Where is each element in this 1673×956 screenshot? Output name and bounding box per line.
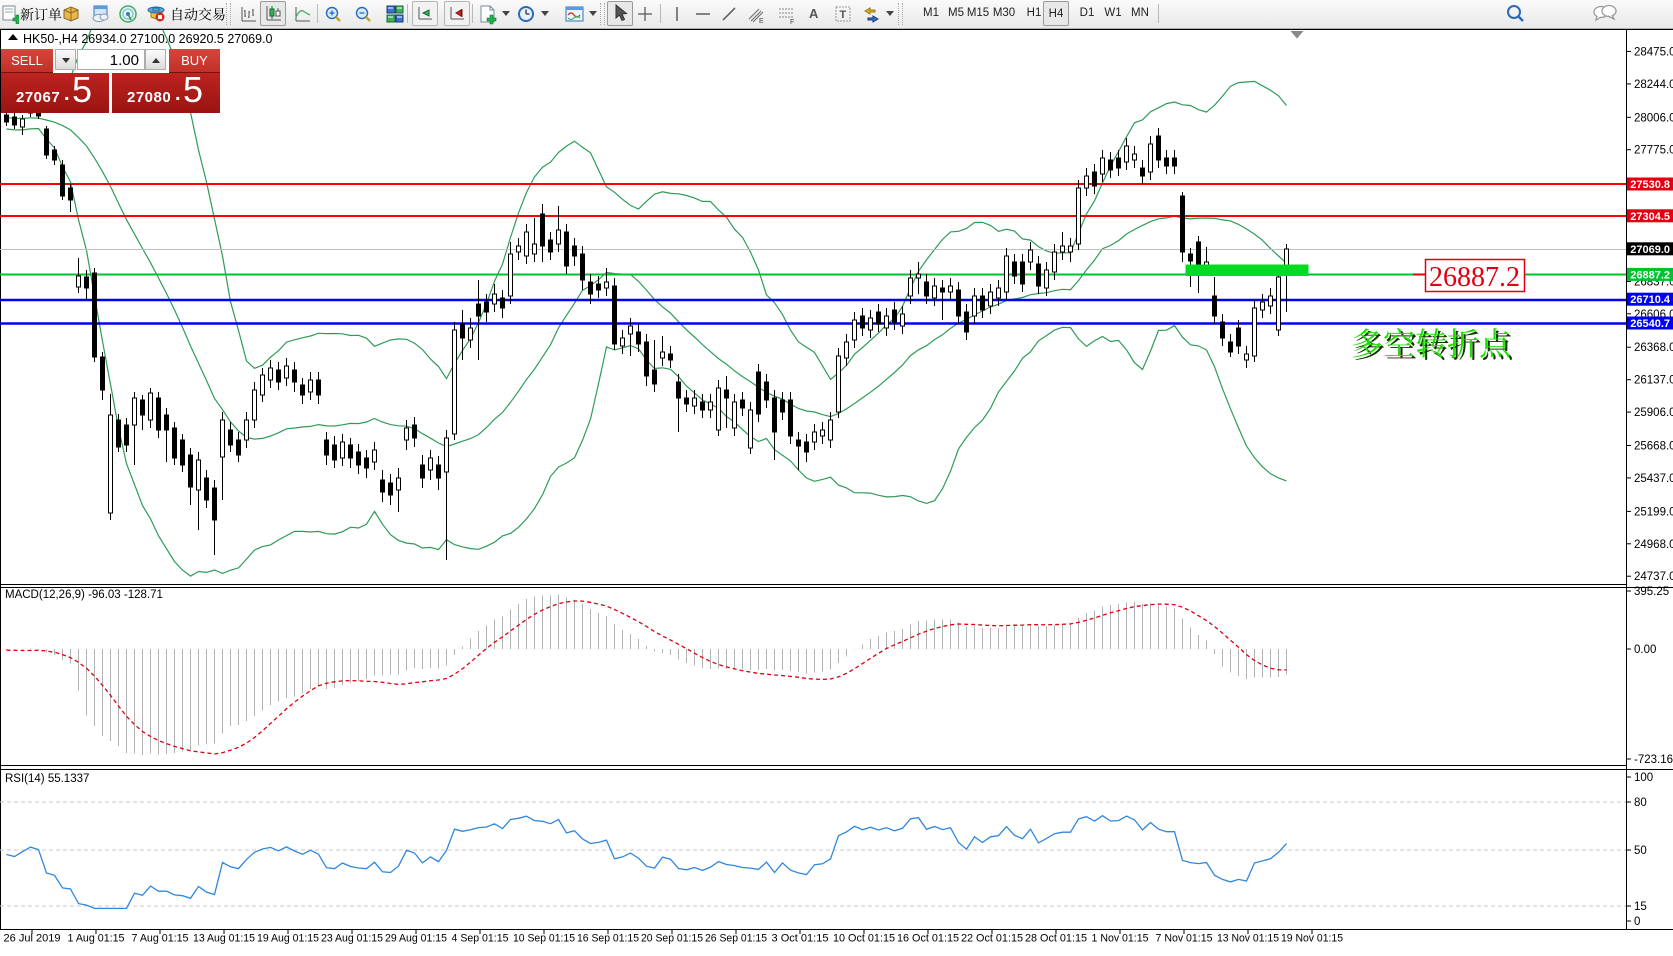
svg-text:26 Sep 01:15: 26 Sep 01:15 <box>705 933 767 945</box>
svg-text:395.25: 395.25 <box>1634 586 1669 598</box>
svg-text:10 Sep 01:15: 10 Sep 01:15 <box>513 933 575 945</box>
svg-text:HK50-,H4 26934.0 27100.0 2692: HK50-,H4 26934.0 27100.0 26920.5 27069.0 <box>23 32 273 46</box>
svg-text:28006.0: 28006.0 <box>1634 112 1673 124</box>
svg-text:100: 100 <box>1634 772 1653 784</box>
svg-text:13 Aug 01:15: 13 Aug 01:15 <box>193 933 255 945</box>
svg-text:4 Sep 01:15: 4 Sep 01:15 <box>452 933 509 945</box>
svg-text:25437.0: 25437.0 <box>1634 473 1673 485</box>
svg-text:13 Nov 01:15: 13 Nov 01:15 <box>1217 933 1279 945</box>
svg-text:80: 80 <box>1634 797 1647 809</box>
svg-text:15: 15 <box>1634 901 1647 913</box>
svg-text:50: 50 <box>1634 845 1647 857</box>
svg-text:27069.0: 27069.0 <box>1630 244 1670 256</box>
svg-text:10 Oct 01:15: 10 Oct 01:15 <box>833 933 895 945</box>
svg-text:27530.8: 27530.8 <box>1630 179 1670 191</box>
svg-text:27775.0: 27775.0 <box>1634 145 1673 157</box>
svg-text:0: 0 <box>1634 916 1640 928</box>
svg-text:0.00: 0.00 <box>1634 644 1656 656</box>
svg-text:7 Aug 01:15: 7 Aug 01:15 <box>132 933 189 945</box>
svg-text:25668.0: 25668.0 <box>1634 441 1673 453</box>
svg-text:19 Nov 01:15: 19 Nov 01:15 <box>1281 933 1343 945</box>
svg-text:28 Oct 01:15: 28 Oct 01:15 <box>1025 933 1087 945</box>
svg-text:26 Jul 2019: 26 Jul 2019 <box>4 933 61 945</box>
svg-text:20 Sep 01:15: 20 Sep 01:15 <box>641 933 703 945</box>
svg-text:16 Oct 01:15: 16 Oct 01:15 <box>897 933 959 945</box>
svg-text:28475.0: 28475.0 <box>1634 46 1673 58</box>
svg-text:16 Sep 01:15: 16 Sep 01:15 <box>577 933 639 945</box>
svg-text:28244.0: 28244.0 <box>1634 79 1673 91</box>
svg-text:26540.7: 26540.7 <box>1630 318 1670 330</box>
svg-text:26887.2: 26887.2 <box>1429 262 1520 293</box>
svg-text:7 Nov 01:15: 7 Nov 01:15 <box>1156 933 1213 945</box>
svg-text:MACD(12,26,9) -96.03 -128.71: MACD(12,26,9) -96.03 -128.71 <box>5 589 163 601</box>
svg-text:19 Aug 01:15: 19 Aug 01:15 <box>257 933 319 945</box>
svg-text:26887.2: 26887.2 <box>1630 269 1670 281</box>
svg-text:26710.4: 26710.4 <box>1630 294 1671 306</box>
svg-text:26368.0: 26368.0 <box>1634 342 1673 354</box>
svg-text:RSI(14) 55.1337: RSI(14) 55.1337 <box>5 773 89 785</box>
svg-text:23 Aug 01:15: 23 Aug 01:15 <box>321 933 383 945</box>
svg-text:1 Nov 01:15: 1 Nov 01:15 <box>1092 933 1149 945</box>
svg-text:25199.0: 25199.0 <box>1634 506 1673 518</box>
svg-text:E: E <box>759 18 764 25</box>
svg-text:-723.16: -723.16 <box>1634 754 1673 766</box>
svg-text:24737.0: 24737.0 <box>1634 571 1673 583</box>
svg-text:F: F <box>790 19 794 25</box>
svg-text:25906.0: 25906.0 <box>1634 407 1673 419</box>
svg-text:29 Aug 01:15: 29 Aug 01:15 <box>385 933 447 945</box>
svg-text:26137.0: 26137.0 <box>1634 375 1673 387</box>
svg-text:22 Oct 01:15: 22 Oct 01:15 <box>961 933 1023 945</box>
svg-text:3 Oct 01:15: 3 Oct 01:15 <box>772 933 829 945</box>
svg-text:1 Aug 01:15: 1 Aug 01:15 <box>68 933 125 945</box>
svg-text:T: T <box>840 9 847 21</box>
svg-text:27304.5: 27304.5 <box>1630 211 1670 223</box>
svg-text:24968.0: 24968.0 <box>1634 539 1673 551</box>
